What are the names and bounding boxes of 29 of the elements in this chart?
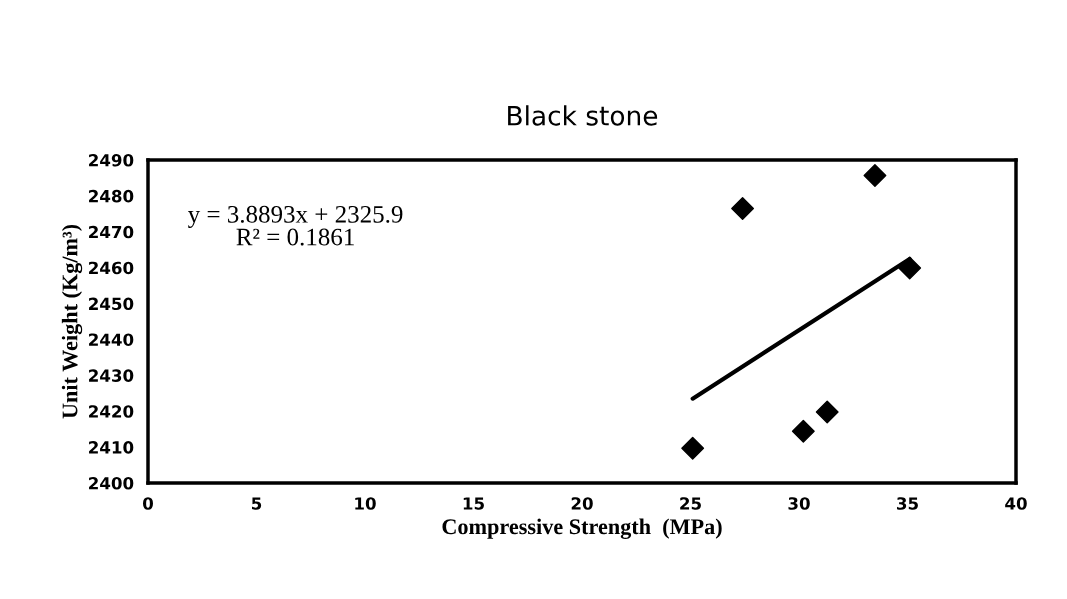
point [791, 419, 815, 443]
annotation: y = 3.8893x + 2325.9 R² = 0.1861 [188, 205, 403, 246]
y-tick-label: 2440 [89, 333, 134, 347]
x-tick-label: 40 [1005, 497, 1027, 510]
x-tick-label: 0 [143, 497, 153, 510]
x-axis-title: Compressive Strength (MPa) [442, 518, 722, 539]
x-tick-label: 20 [571, 497, 593, 510]
y-axis-title: Unit Weight (Kg/m³) [61, 224, 83, 419]
x-tick-label: 5 [251, 497, 262, 510]
x-tick-label: 25 [680, 497, 701, 510]
y-tick-label: 2470 [89, 225, 134, 239]
point [898, 256, 922, 280]
y-tick-label: 2480 [89, 189, 134, 203]
x-tick-label: 15 [463, 497, 484, 510]
y-tick-label: 2400 [89, 476, 134, 490]
x-tick-label: 35 [897, 497, 918, 510]
point [815, 400, 839, 424]
x-tick-label: 10 [355, 497, 376, 510]
y-tick-label: 2490 [89, 153, 134, 167]
y-tick-label: 2450 [89, 297, 134, 311]
x-tick-label: 30 [788, 497, 810, 510]
y-tick-label: 2420 [89, 405, 134, 418]
point [681, 436, 705, 460]
y-tick-label: 2410 [89, 441, 134, 454]
point [731, 196, 755, 220]
point [863, 163, 887, 187]
y-tick-label: 2430 [89, 369, 134, 382]
chart-title: Black stone [508, 105, 658, 126]
y-tick-label: 2460 [89, 261, 134, 275]
